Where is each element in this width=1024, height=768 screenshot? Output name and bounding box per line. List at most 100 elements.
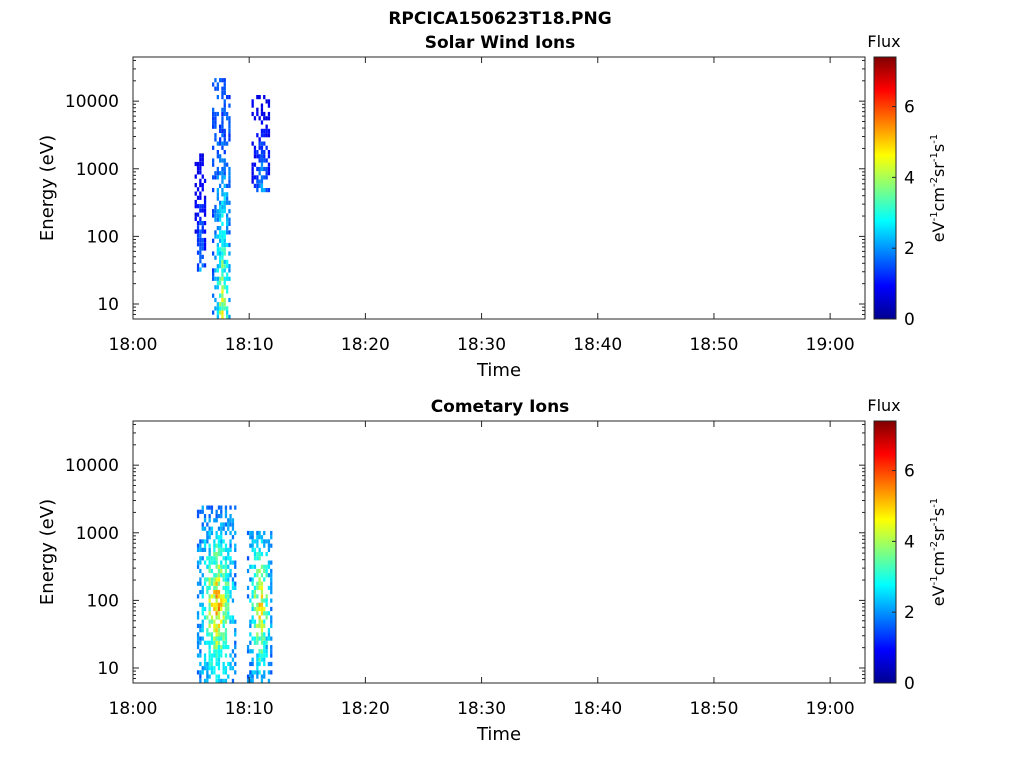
heatmap-cell [220, 543, 223, 548]
heatmap-cell [222, 619, 225, 624]
heatmap-cell [194, 229, 197, 234]
heatmap-cell [199, 539, 202, 544]
heatmap-cell [196, 560, 200, 565]
heatmap-cell [263, 133, 266, 138]
heatmap-cell [256, 111, 259, 117]
heatmap-cell [228, 314, 231, 319]
heatmap-cell [216, 82, 219, 87]
heatmap-cell [216, 247, 219, 252]
heatmap-cell [199, 161, 202, 167]
heatmap-cell [260, 632, 264, 637]
heatmap-cell [196, 653, 200, 658]
heatmap-cell [224, 619, 228, 624]
heatmap-cell [199, 178, 202, 183]
heatmap-cell [219, 234, 222, 239]
heatmap-cell [221, 255, 224, 260]
heatmap-cell [208, 552, 211, 557]
heatmap-cell [217, 577, 221, 582]
heatmap-cell [260, 103, 264, 108]
heatmap-cell [226, 95, 229, 100]
heatmap-cell [267, 678, 271, 683]
heatmap-cell [212, 111, 215, 117]
heatmap-cell [203, 606, 207, 612]
colorbar-tick-label: 4 [904, 168, 915, 188]
heatmap-cell [265, 175, 268, 180]
heatmap-cell [219, 238, 222, 243]
heatmap-cell [256, 670, 259, 675]
heatmap-cell [203, 653, 207, 658]
heatmap-cell [222, 526, 225, 531]
heatmap-cell [217, 623, 221, 628]
heatmap-cell [222, 632, 225, 637]
heatmap-cell [226, 306, 229, 311]
heatmap-cell [221, 302, 224, 307]
heatmap-cell [222, 573, 225, 578]
colorbar: Flux 0 2 4 6 eV-1cm-2sr-1s-1 [867, 32, 948, 330]
heatmap-cell [228, 268, 231, 273]
heatmap-cell [201, 590, 204, 595]
heatmap-cell [199, 216, 202, 221]
heatmap-cell [227, 526, 230, 531]
heatmap-cell [222, 623, 225, 628]
heatmap-cell [258, 585, 261, 590]
heatmap-cell [219, 204, 222, 210]
heatmap-cell [210, 640, 214, 645]
heatmap-cell [265, 615, 268, 620]
heatmap-cell [220, 514, 223, 519]
heatmap-cell [234, 560, 237, 565]
heatmap-cell [215, 530, 218, 536]
heatmap-cell [212, 145, 215, 150]
heatmap-cell [224, 505, 228, 510]
heatmap-cell [221, 276, 224, 281]
heatmap-cell [256, 636, 259, 641]
heatmap-cell [253, 145, 257, 150]
heatmap-cell [228, 276, 231, 281]
heatmap-cell [258, 171, 261, 176]
heatmap-cell [270, 568, 273, 574]
heatmap-cell [203, 615, 207, 620]
heatmap-cell [215, 678, 218, 683]
heatmap-cell [251, 678, 254, 683]
heatmap-cell [267, 632, 271, 637]
heatmap-cell [206, 674, 209, 679]
heatmap-cell [216, 268, 219, 273]
heatmap-cell [265, 99, 268, 104]
heatmap-cell [214, 230, 217, 235]
heatmap-cell [224, 628, 228, 633]
heatmap-cell [212, 107, 215, 112]
heatmap-cell [208, 661, 211, 667]
heatmap-cell [196, 233, 200, 238]
heatmap-cell [215, 628, 218, 633]
heatmap-cell [212, 175, 215, 180]
heatmap-cell [196, 225, 200, 230]
colorbar-ticks: 0 2 4 6 [892, 462, 915, 694]
heatmap-cell [227, 661, 230, 667]
heatmap-cell [212, 268, 215, 273]
heatmap-cell [260, 107, 264, 112]
heatmap-cell [221, 204, 224, 210]
x-axis-ticks: 18:00 18:10 18:20 18:30 18:40 18:50 19:00 [109, 57, 855, 355]
heatmap-cell [221, 234, 224, 239]
heatmap-cell [267, 543, 271, 548]
heatmap-cell [219, 78, 222, 83]
heatmap-cell [214, 204, 217, 210]
heatmap-cell [260, 150, 264, 155]
heatmap-cell [212, 162, 215, 167]
heatmap-cell [206, 522, 209, 527]
heatmap-cell [214, 78, 217, 83]
heatmap-cell [258, 137, 261, 142]
heatmap-cell [220, 547, 223, 552]
heatmap-cell [229, 518, 232, 523]
heatmap-cell [260, 158, 264, 163]
heatmap-cell [265, 166, 268, 172]
heatmap-cell [224, 585, 228, 590]
heatmap-cell [214, 213, 217, 218]
heatmap-cell [251, 530, 254, 536]
heatmap-cell [196, 263, 200, 268]
heatmap-cell [214, 137, 217, 142]
heatmap-cell [210, 602, 214, 607]
heatmap-cell [212, 120, 215, 125]
heatmap-cell [270, 615, 273, 620]
heatmap-cell [229, 530, 232, 536]
heatmap-cell [224, 547, 228, 552]
